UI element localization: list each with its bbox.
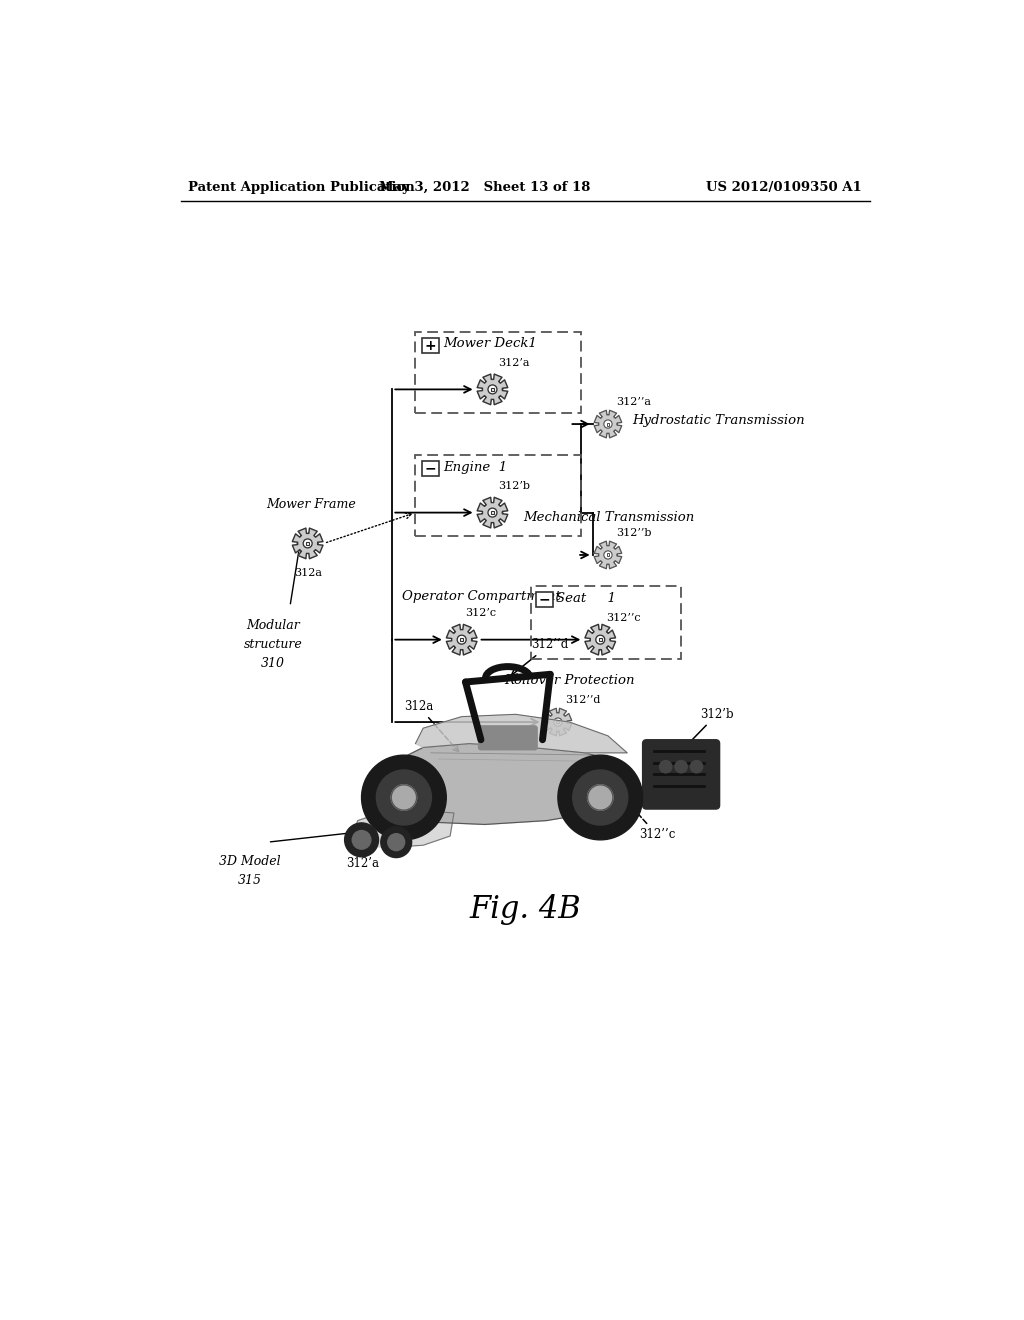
Bar [531,586,681,659]
Polygon shape [594,411,622,438]
Text: Mechanical Transmission: Mechanical Transmission [523,511,694,524]
Text: Patent Application Publication: Patent Application Publication [188,181,415,194]
Bar [556,721,559,723]
Circle shape [558,755,643,840]
Text: 312’b: 312’b [499,480,530,491]
Bar [490,511,494,515]
Bar [422,461,438,477]
Bar [460,638,463,642]
Polygon shape [416,714,628,752]
Circle shape [457,635,466,644]
Polygon shape [585,624,615,655]
Text: Hydrostatic Transmission: Hydrostatic Transmission [633,413,805,426]
Text: Seat     1: Seat 1 [556,591,615,605]
Circle shape [604,420,612,428]
Circle shape [488,508,497,517]
Polygon shape [377,743,631,825]
Text: Modular
structure
310: Modular structure 310 [244,619,302,669]
Text: −: − [424,462,436,475]
Bar [422,338,438,354]
Text: −: − [539,593,550,607]
Text: May 3, 2012   Sheet 13 of 18: May 3, 2012 Sheet 13 of 18 [379,181,591,194]
Text: 312’’c: 312’’c [627,801,675,841]
Text: 312’’a: 312’’a [615,397,650,407]
FancyBboxPatch shape [478,726,538,750]
Circle shape [391,785,417,810]
Bar [416,331,581,412]
Polygon shape [544,709,571,735]
Bar [606,553,609,557]
Text: Engine  1: Engine 1 [443,461,507,474]
Circle shape [554,718,562,726]
Text: Fig. 4B: Fig. 4B [469,894,581,924]
Text: 312’’c: 312’’c [606,612,641,623]
Polygon shape [446,624,477,655]
Text: 312’a: 312’a [499,358,530,368]
Polygon shape [594,541,622,569]
Circle shape [303,539,312,548]
Text: Mower Deck1: Mower Deck1 [443,338,537,351]
Text: 312’a: 312’a [346,836,379,870]
Circle shape [604,550,612,560]
Circle shape [361,755,446,840]
Circle shape [377,770,431,825]
Circle shape [675,760,687,774]
Circle shape [596,635,605,644]
Text: +: + [424,338,436,352]
Bar [536,591,553,607]
FancyBboxPatch shape [643,739,720,809]
Text: Operator Compartment: Operator Compartment [401,590,560,603]
Circle shape [381,826,412,858]
Bar [416,455,581,536]
Text: Rollover Protection: Rollover Protection [504,675,635,688]
Text: 3D Model
315: 3D Model 315 [219,855,281,887]
Circle shape [488,385,497,393]
Circle shape [388,834,404,850]
Polygon shape [477,374,508,405]
Text: 312a: 312a [294,568,322,578]
Text: US 2012/0109350 A1: US 2012/0109350 A1 [707,181,862,194]
Polygon shape [293,528,323,558]
Text: 312’’d: 312’’d [511,638,568,676]
Bar [599,638,602,642]
Text: 312’b: 312’b [680,708,734,752]
Circle shape [588,785,613,810]
Text: 312’’b: 312’’b [615,528,651,539]
Circle shape [572,770,628,825]
Bar [306,541,309,545]
Text: 312a: 312a [403,700,459,752]
Polygon shape [477,498,508,528]
Bar [490,388,494,391]
Text: 312’’d: 312’’d [565,696,601,705]
Circle shape [690,760,702,774]
Circle shape [659,760,672,774]
Polygon shape [350,809,454,847]
Text: Mower Frame: Mower Frame [266,498,356,511]
Text: 312’c: 312’c [466,609,497,618]
Bar [606,422,609,425]
Circle shape [352,830,371,849]
Circle shape [345,822,379,857]
